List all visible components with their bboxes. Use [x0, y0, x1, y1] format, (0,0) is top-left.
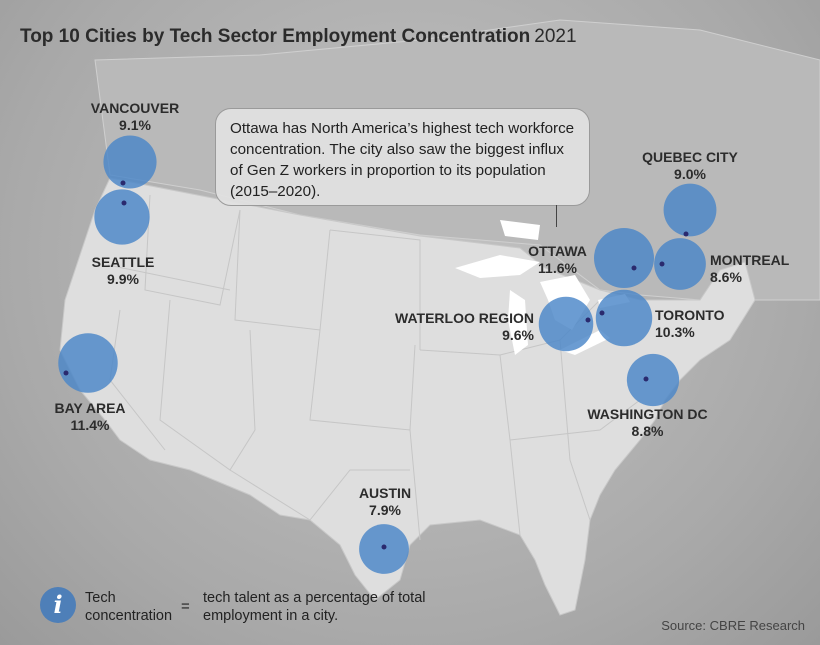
city-dot-montreal — [659, 261, 665, 267]
legend-equals: = — [181, 598, 190, 615]
city-dot-washington-dc — [643, 376, 649, 382]
legend-term: Tech concentration — [85, 590, 173, 624]
city-dot-waterloo-region — [585, 317, 591, 323]
city-value: 10.3% — [655, 324, 695, 340]
bubble-waterloo-region — [538, 296, 594, 352]
city-value: 11.4% — [70, 417, 110, 433]
city-name: QUEBEC CITY — [642, 149, 738, 165]
bubble-ottawa — [593, 227, 655, 289]
city-value: 9.6% — [502, 327, 534, 343]
city-name: WASHINGTON DC — [587, 406, 708, 422]
city-value: 9.1% — [119, 117, 151, 133]
bubble-vancouver — [103, 135, 157, 189]
city-name: SEATTLE — [91, 254, 155, 270]
bubble-quebec-city — [663, 183, 717, 237]
bubbles — [58, 135, 717, 574]
info-icon: i — [40, 587, 76, 623]
city-name: OTTAWA — [528, 243, 587, 259]
city-label-washington-dc: WASHINGTON DC 8.8% — [585, 406, 710, 440]
ottawa-callout: Ottawa has North America’s highest tech … — [215, 108, 590, 206]
city-name: BAY AREA — [54, 400, 126, 416]
city-label-seattle: SEATTLE 9.9% — [68, 254, 178, 288]
title-year: 2021 — [534, 26, 577, 47]
chart-title: Top 10 Cities by Tech Sector Employment … — [20, 26, 577, 48]
state-borders — [107, 194, 641, 541]
city-label-bay-area: BAY AREA 11.4% — [35, 400, 145, 434]
bubble-montreal — [654, 238, 706, 290]
city-name: VANCOUVER — [90, 100, 180, 116]
title-main: Top 10 Cities by Tech Sector Employment … — [20, 26, 531, 47]
city-name: TORONTO — [655, 307, 725, 323]
city-dot-quebec-city — [683, 231, 689, 237]
city-dot-seattle — [121, 200, 127, 206]
city-dot-ottawa — [631, 265, 637, 271]
city-value: 9.9% — [107, 271, 139, 287]
city-label-vancouver: VANCOUVER 9.1% — [80, 100, 190, 134]
bubble-washington-dc — [626, 353, 680, 407]
city-value: 11.6% — [538, 260, 577, 276]
city-dot-bay-area — [63, 370, 69, 376]
legend-definition: tech talent as a percentage of total emp… — [203, 590, 426, 624]
city-label-austin: AUSTIN 7.9% — [330, 485, 440, 519]
city-value: 9.0% — [674, 166, 706, 182]
city-name: WATERLOO REGION — [395, 310, 534, 326]
city-label-montreal: MONTREAL 8.6% — [710, 252, 800, 286]
city-label-ottawa: OTTAWA 11.6% — [520, 243, 595, 277]
city-dot-toronto — [599, 310, 605, 316]
bubble-bay-area — [58, 333, 118, 393]
city-value: 7.9% — [369, 502, 401, 518]
city-dot-vancouver — [120, 180, 126, 186]
city-value: 8.8% — [631, 423, 664, 439]
city-name: MONTREAL — [710, 252, 790, 268]
bubble-toronto — [595, 289, 653, 347]
city-label-toronto: TORONTO 10.3% — [655, 307, 735, 341]
city-dot-austin — [381, 544, 387, 550]
callout-pointer — [556, 205, 557, 227]
city-label-quebec-city: QUEBEC CITY 9.0% — [635, 149, 745, 183]
city-label-waterloo-region: WATERLOO REGION 9.6% — [384, 310, 534, 344]
source-note: Source: CBRE Research — [661, 618, 805, 633]
bubble-seattle — [94, 189, 150, 245]
city-value: 8.6% — [710, 269, 742, 285]
city-name: AUSTIN — [358, 485, 412, 501]
